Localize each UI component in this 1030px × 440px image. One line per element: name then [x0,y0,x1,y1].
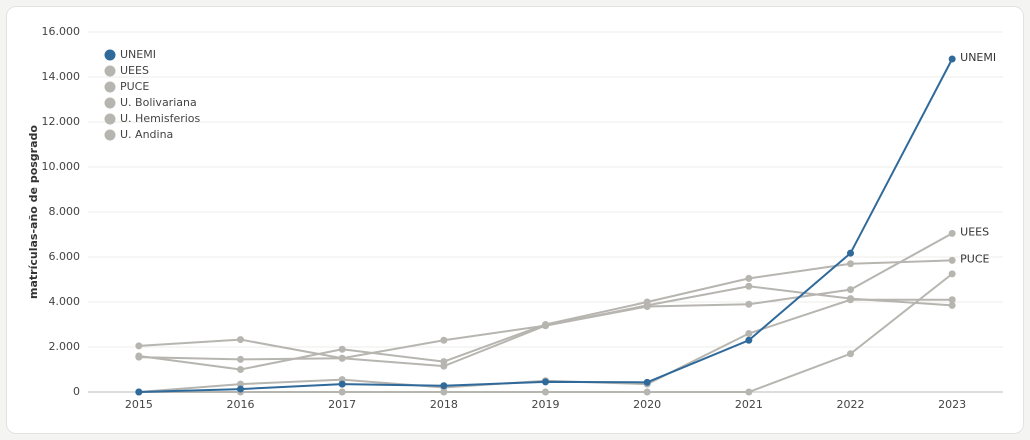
point [542,322,549,330]
point [948,229,956,237]
point [847,286,854,294]
point [643,378,651,386]
x-tick-label: 2017 [328,398,356,411]
legend-marker [104,49,116,61]
end-label: UEES [960,225,989,238]
point [745,330,753,337]
y-axis-label: matrículas-año de posgrado [27,125,40,299]
y-tick-label: 4.000 [49,295,81,308]
point [237,385,244,393]
point [440,382,448,390]
end-label: PUCE [960,252,989,265]
point [745,388,753,396]
x-tick-label: 2020 [633,398,661,411]
x-tick-label: 2015 [125,398,153,411]
series-line [138,58,954,393]
point [440,336,448,344]
legend-marker [104,129,116,141]
y-tick-label: 16.000 [42,25,81,38]
y-tick-label: 6.000 [49,250,81,263]
y-tick-label: 8.000 [49,205,81,218]
point [338,354,346,362]
point [338,380,346,388]
legend-label: UNEMI [120,48,156,61]
x-tick-label: 2018 [430,398,458,411]
point [135,353,143,361]
point [948,296,956,304]
point [135,388,143,396]
series-line [138,259,953,371]
legend-label: UEES [120,64,149,77]
point [643,303,651,310]
legend-label: U. Andina [120,128,173,141]
legend-marker [104,81,116,93]
point [745,282,753,290]
point [237,380,244,388]
y-tick-label: 10.000 [42,160,81,173]
x-tick-label: 2019 [532,398,560,411]
y-tick-label: 14.000 [42,70,81,83]
legend-label: U. Bolivariana [120,96,197,109]
point [542,378,549,386]
legend-marker [104,65,116,77]
point [948,256,956,264]
point [237,366,244,373]
point [847,249,854,257]
point [847,295,854,303]
point [440,362,448,370]
y-tick-label: 0 [73,385,80,398]
x-tick-label: 2016 [227,398,255,411]
point [847,260,854,268]
point [745,300,753,308]
y-tick-label: 2.000 [49,340,81,353]
legend-marker [104,113,116,125]
point [338,345,346,353]
point [135,342,143,350]
legend-label: PUCE [120,80,149,93]
point [338,388,346,396]
x-tick-label: 2023 [938,398,966,411]
series-line [138,232,953,368]
point [948,301,956,309]
point [948,270,956,278]
point [237,336,244,344]
x-tick-label: 2022 [837,398,865,411]
point [745,274,753,282]
point [643,388,651,396]
legend-marker [104,97,116,109]
point [237,355,244,363]
point [847,350,854,358]
point [542,388,549,396]
point [745,336,753,344]
end-label: UNEMI [960,51,996,64]
point [948,55,956,63]
y-tick-label: 12.000 [42,115,81,128]
x-tick-label: 2021 [735,398,763,411]
legend-label: U. Hemisferios [120,112,201,125]
